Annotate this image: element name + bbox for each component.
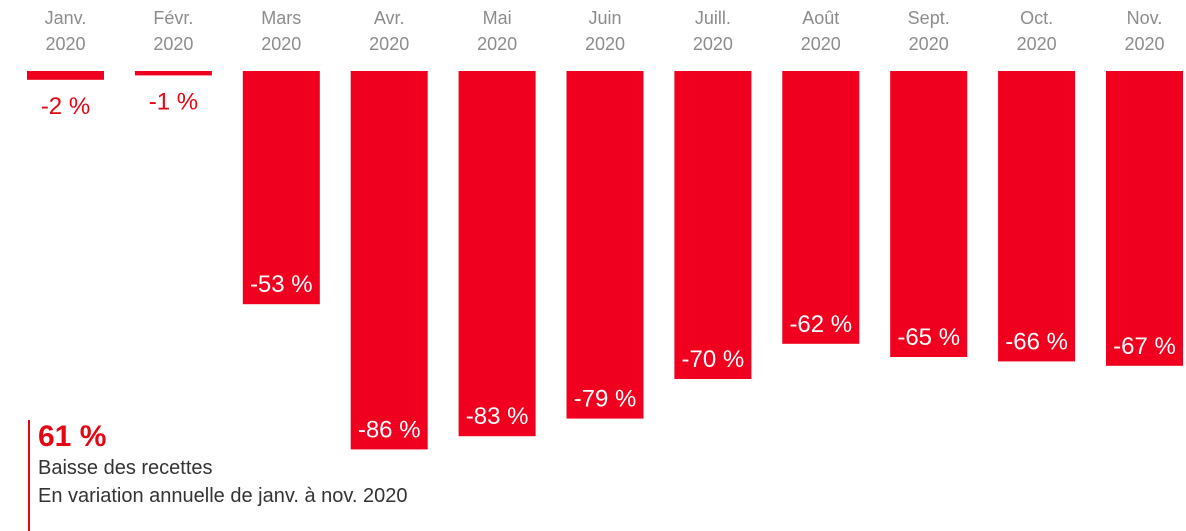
bar — [134, 71, 212, 76]
x-tick-label: Juill. — [695, 8, 731, 28]
bar — [458, 71, 536, 437]
x-tick-label: Févr. — [153, 8, 193, 28]
kpi-subtitle: En variation annuelle de janv. à nov. 20… — [38, 485, 408, 507]
bar — [998, 71, 1076, 362]
kpi-value: 61 % — [38, 420, 107, 453]
x-tick-label: 2020 — [477, 34, 517, 54]
data-label: -67 % — [1113, 333, 1176, 360]
x-tick-label: Mai — [483, 8, 512, 28]
bar — [566, 71, 644, 419]
x-tick-label: 2020 — [261, 34, 301, 54]
x-tick-label: Août — [802, 8, 839, 28]
x-tick-label: Juin — [588, 8, 621, 28]
x-tick-label: 2020 — [1017, 34, 1057, 54]
x-tick-label: Avr. — [374, 8, 405, 28]
x-tick-label: Janv. — [45, 8, 87, 28]
x-tick-label: 2020 — [909, 34, 949, 54]
x-tick-label: 2020 — [369, 34, 409, 54]
bar — [242, 71, 320, 305]
x-tick-label: 2020 — [693, 34, 733, 54]
data-label: -66 % — [1005, 328, 1068, 355]
kpi-block: 61 % Baisse des recettes En variation an… — [28, 420, 408, 531]
bar — [890, 71, 968, 357]
x-tick-label: 2020 — [801, 34, 841, 54]
data-label: -83 % — [466, 403, 529, 430]
bar — [1106, 71, 1183, 366]
data-label: -2 % — [41, 93, 90, 120]
data-label: -1 % — [149, 88, 198, 115]
data-label: -53 % — [250, 271, 313, 298]
data-label: -86 % — [358, 416, 421, 443]
x-tick-label: 2020 — [1124, 34, 1164, 54]
bars — [27, 71, 1183, 450]
x-tick-label: Nov. — [1127, 8, 1163, 28]
x-axis-ticks: Janv. 2020 Févr. 2020 Mars 2020 Avr. 2020 Mai 202… — [45, 8, 1165, 54]
x-tick-label: Mars — [261, 8, 301, 28]
bar — [350, 71, 428, 450]
x-tick-label: 2020 — [153, 34, 193, 54]
data-label: -79 % — [574, 386, 637, 413]
data-label: -62 % — [789, 311, 852, 338]
x-tick-label: 2020 — [585, 34, 625, 54]
x-tick-label: Sept. — [908, 8, 950, 28]
kpi-label: Baisse des recettes — [38, 457, 213, 479]
bar — [674, 71, 752, 379]
bar — [27, 71, 104, 80]
data-label: -65 % — [897, 324, 960, 351]
bar — [782, 71, 860, 344]
data-label: -70 % — [682, 346, 745, 373]
data-labels: -2 % -1 % -53 % -86 % -83 % -79 % -70 % -62 % -6… — [41, 88, 1176, 443]
x-tick-label: 2020 — [45, 34, 85, 54]
x-tick-label: Oct. — [1020, 8, 1053, 28]
